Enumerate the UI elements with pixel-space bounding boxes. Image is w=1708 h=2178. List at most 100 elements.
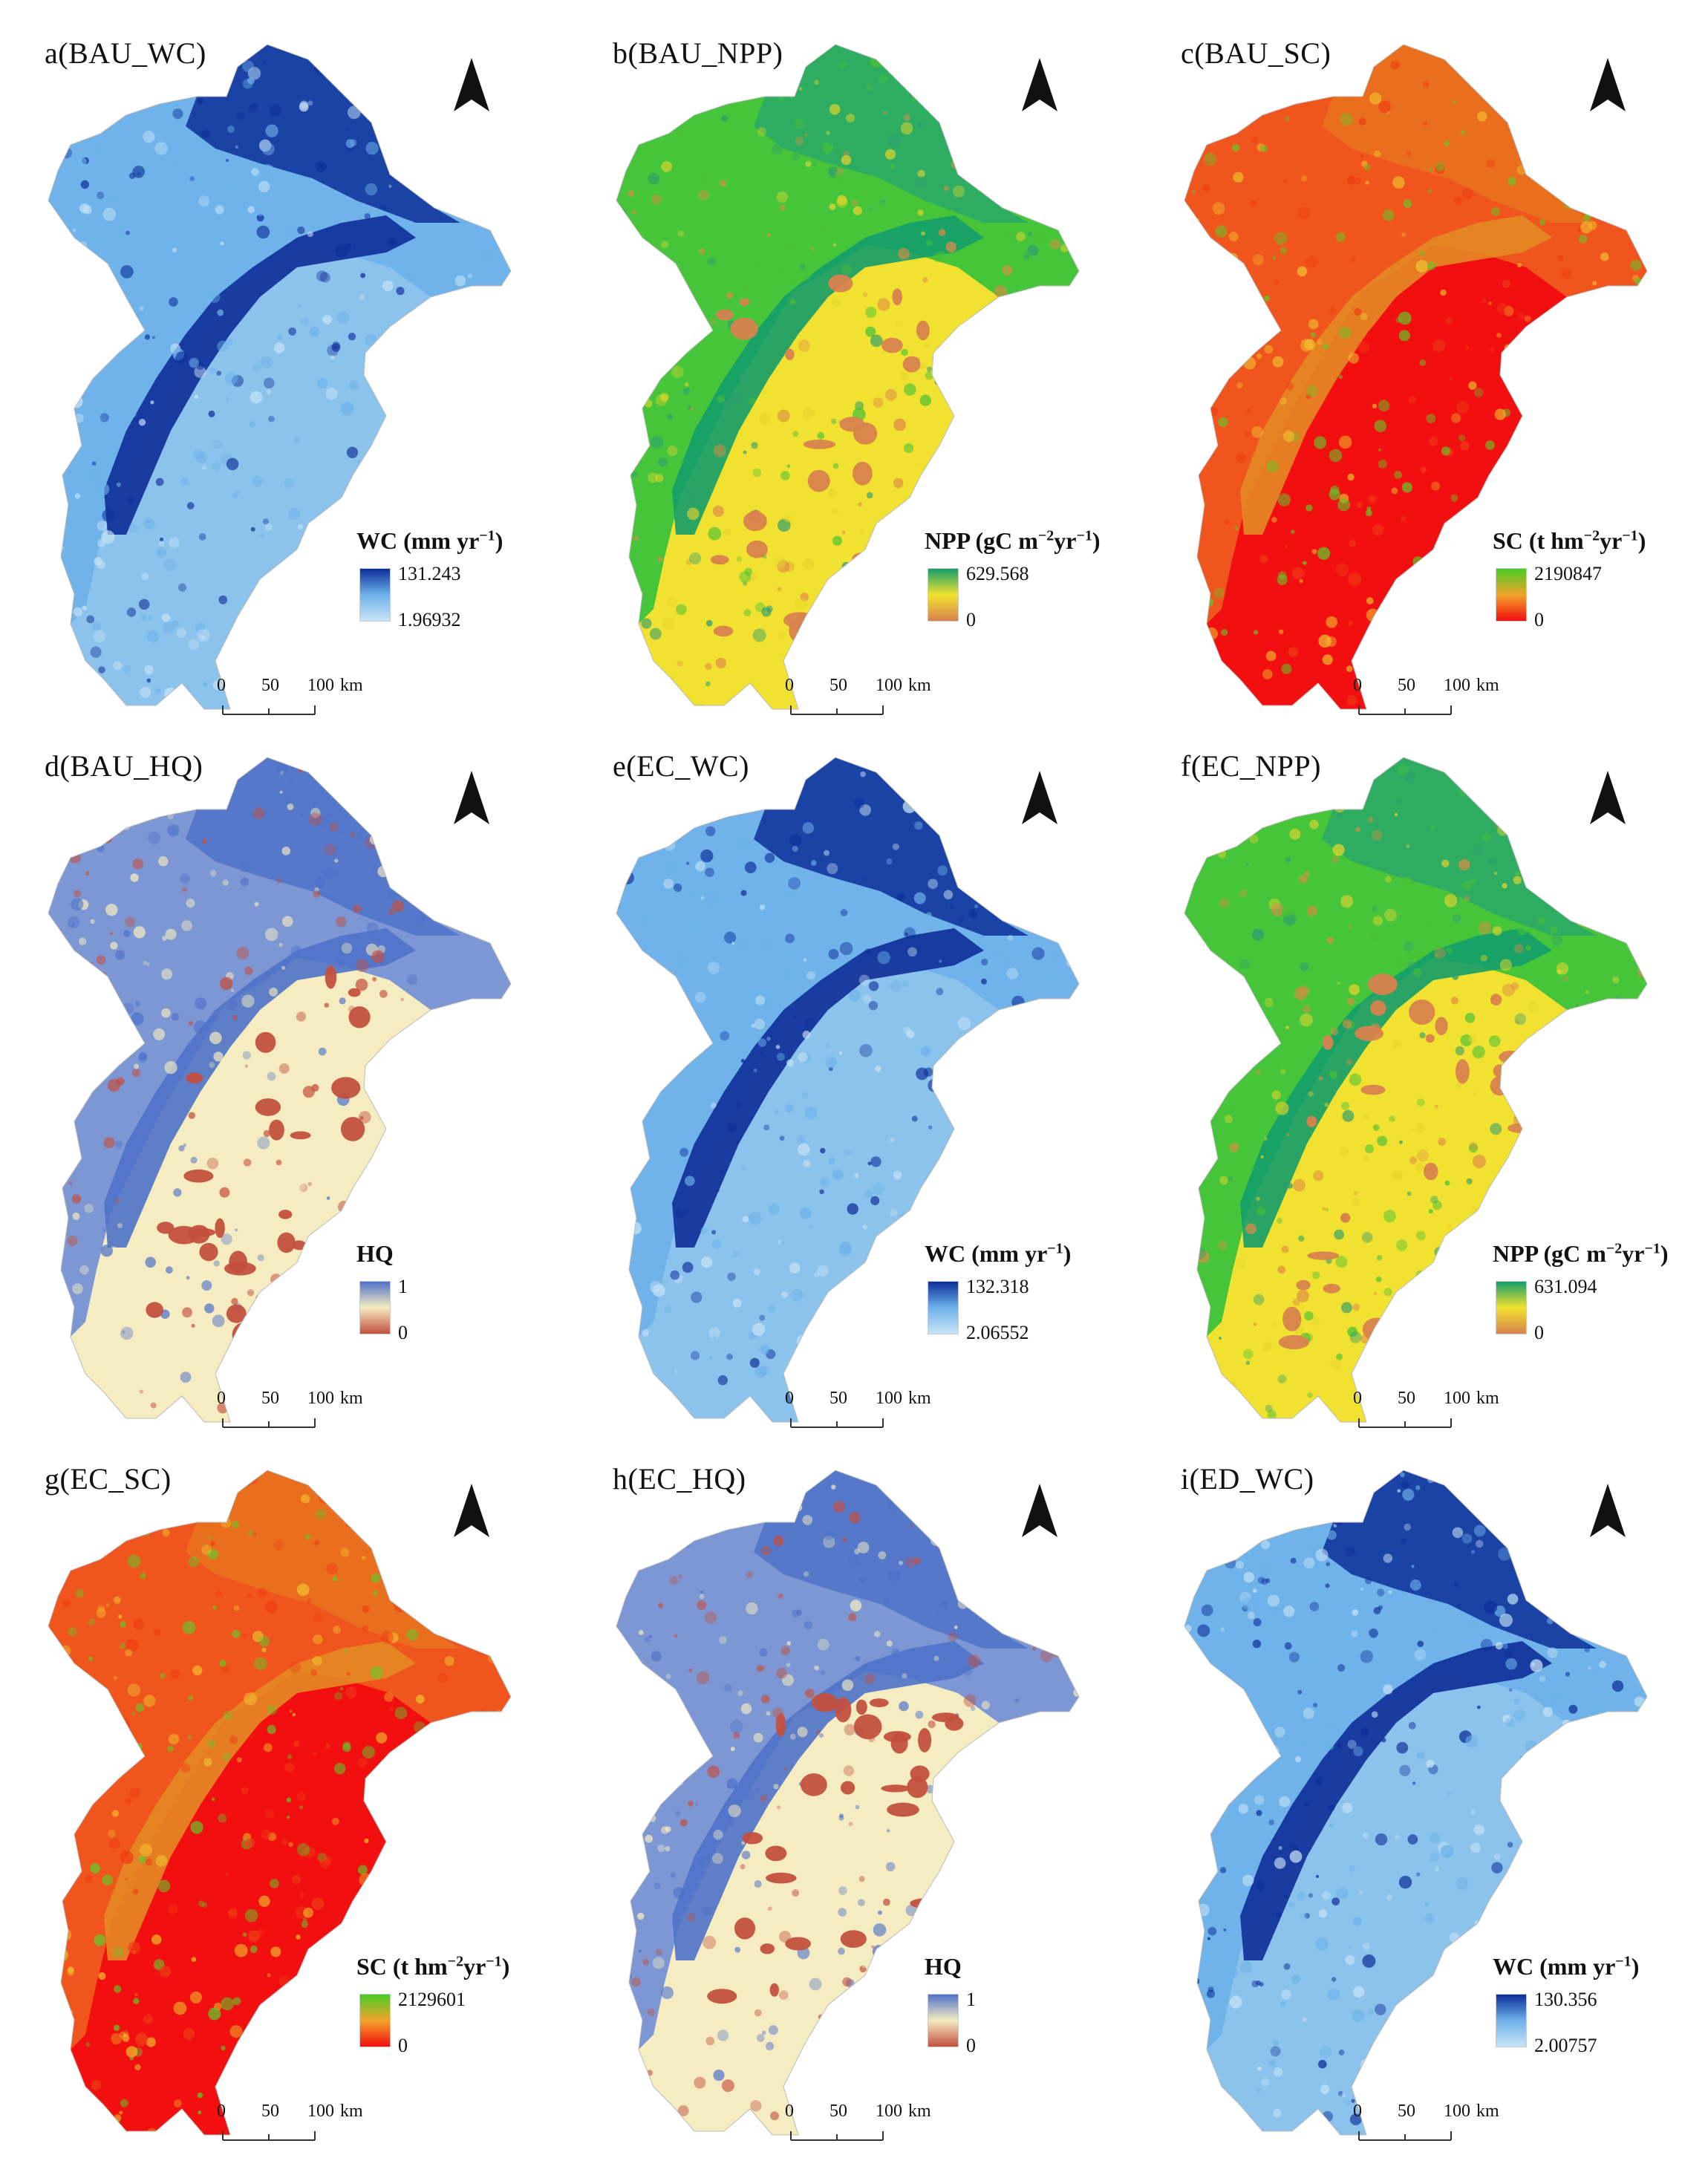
- scale-label-50: 50: [829, 1389, 847, 1408]
- panel-title: h(EC_HQ): [613, 1462, 746, 1496]
- scale-label-50: 50: [1398, 1389, 1415, 1408]
- legend-color-ramp: [359, 568, 391, 622]
- scale-unit: km: [340, 2102, 363, 2121]
- north-arrow-icon: [1590, 58, 1626, 111]
- legend-min-value: 0: [398, 1322, 408, 1343]
- north-arrow-icon: [1022, 58, 1057, 111]
- scale-unit: km: [908, 2102, 931, 2121]
- scale-label-0: 0: [1353, 676, 1362, 695]
- legend-min-value: 0: [966, 2035, 976, 2056]
- map-legend: NPP (gC m−2yr−1) 631.094 0: [1493, 1240, 1708, 1381]
- legend-color-ramp: [928, 568, 959, 622]
- scale-label-50: 50: [261, 676, 279, 695]
- legend-color-ramp: [359, 1994, 391, 2047]
- legend-min-value: 0: [398, 2035, 408, 2056]
- legend-title: WC (mm yr−1): [1493, 1953, 1640, 1980]
- region-map: [1184, 1470, 1648, 2136]
- legend-title: SC (t hm−2yr−1): [1493, 527, 1646, 554]
- map-legend: WC (mm yr−1) 130.356 2.00757: [1493, 1953, 1708, 2094]
- scale-bar: 0 50 100 km: [217, 1389, 414, 1433]
- legend-min-value: 2.06552: [966, 1322, 1029, 1343]
- north-arrow: [1585, 33, 1630, 114]
- north-arrow: [449, 33, 494, 114]
- scale-bar-line: [1358, 705, 1452, 715]
- scale-unit: km: [340, 1389, 363, 1408]
- legend-min-value: 0: [1534, 1322, 1544, 1343]
- scale-label-100: 100: [1444, 2102, 1470, 2121]
- map-legend: NPP (gC m−2yr−1) 629.568 0: [925, 527, 1147, 668]
- map-panel-hec_hq: h(EC_HQ) HQ 1 0 0 50 100 km: [583, 1441, 1147, 2146]
- scale-bar-line: [222, 705, 316, 715]
- scale-label-50: 50: [1398, 2102, 1415, 2121]
- legend-max-value: 1: [966, 1989, 976, 2010]
- scale-label-100: 100: [876, 2102, 902, 2121]
- scale-bar: 0 50 100 km: [785, 2102, 982, 2146]
- scale-label-50: 50: [1398, 676, 1415, 695]
- region-map: [48, 1470, 512, 2136]
- map-legend: SC (t hm−2yr−1) 2129601 0: [356, 1953, 579, 2094]
- panel-title: f(EC_NPP): [1181, 749, 1321, 783]
- scale-label-0: 0: [217, 2102, 226, 2121]
- scale-label-100: 100: [876, 676, 902, 695]
- legend-min-value: 0: [966, 609, 976, 630]
- region-map: [616, 44, 1080, 710]
- legend-title: NPP (gC m−2yr−1): [925, 527, 1101, 554]
- legend-max-value: 1: [398, 1276, 408, 1297]
- north-arrow: [1017, 33, 1062, 114]
- legend-max-value: 2129601: [398, 1989, 466, 2010]
- north-arrow-icon: [1590, 771, 1626, 824]
- region-map: [1184, 757, 1648, 1423]
- legend-title: HQ: [356, 1240, 394, 1267]
- north-arrow-icon: [454, 1484, 489, 1537]
- map-legend: WC (mm yr−1) 131.243 1.96932: [356, 527, 579, 668]
- scale-label-0: 0: [1353, 2102, 1362, 2121]
- scale-unit: km: [908, 1389, 931, 1408]
- map-panel-gec_sc: g(EC_SC) SC (t hm−2yr−1) 2129601 0 0 50 …: [15, 1441, 579, 2146]
- map-legend: WC (mm yr−1) 132.318 2.06552: [925, 1240, 1147, 1381]
- north-arrow: [449, 746, 494, 827]
- north-arrow: [1017, 1458, 1062, 1540]
- scale-bar-line: [790, 705, 884, 715]
- scale-bar: 0 50 100 km: [1353, 1389, 1551, 1433]
- scale-unit: km: [340, 676, 363, 695]
- legend-max-value: 2190847: [1534, 563, 1602, 584]
- legend-color-ramp: [1496, 1994, 1527, 2047]
- legend-color-ramp: [928, 1994, 959, 2047]
- map-panel-dbau_hq: d(BAU_HQ) HQ 1 0 0 50 100 km: [15, 728, 579, 1433]
- panel-title: i(ED_WC): [1181, 1462, 1314, 1496]
- scale-bar-line: [790, 1418, 884, 1428]
- legend-title: WC (mm yr−1): [925, 1240, 1072, 1267]
- north-arrow-icon: [1022, 771, 1057, 824]
- scale-label-100: 100: [876, 1389, 902, 1408]
- north-arrow: [1585, 746, 1630, 827]
- legend-title: SC (t hm−2yr−1): [356, 1953, 510, 1980]
- scale-bar-line: [1358, 1418, 1452, 1428]
- scale-bar: 0 50 100 km: [217, 2102, 414, 2146]
- scale-bar: 0 50 100 km: [217, 676, 414, 720]
- map-panel-bbau_npp: b(BAU_NPP) NPP (gC m−2yr−1) 629.568 0 0 …: [583, 15, 1147, 720]
- region-map: [48, 44, 512, 710]
- scale-bar: 0 50 100 km: [785, 1389, 982, 1433]
- map-legend: HQ 1 0: [356, 1240, 579, 1381]
- north-arrow-icon: [454, 58, 489, 111]
- legend-color-ramp: [359, 1281, 391, 1334]
- scale-label-50: 50: [829, 2102, 847, 2121]
- map-legend: SC (t hm−2yr−1) 2190847 0: [1493, 527, 1708, 668]
- scale-label-100: 100: [307, 676, 334, 695]
- panel-title: d(BAU_HQ): [45, 749, 203, 783]
- north-arrow: [1585, 1458, 1630, 1540]
- scale-bar: 0 50 100 km: [1353, 2102, 1551, 2146]
- map-legend: HQ 1 0: [925, 1953, 1147, 2094]
- scale-label-0: 0: [217, 1389, 226, 1408]
- panel-title: a(BAU_WC): [45, 36, 206, 70]
- legend-max-value: 629.568: [966, 563, 1029, 584]
- north-arrow-icon: [454, 771, 489, 824]
- legend-max-value: 130.356: [1534, 1989, 1597, 2010]
- legend-max-value: 631.094: [1534, 1276, 1597, 1297]
- map-panel-cbau_sc: c(BAU_SC) SC (t hm−2yr−1) 2190847 0 0 50…: [1151, 15, 1708, 720]
- scale-label-50: 50: [261, 1389, 279, 1408]
- map-panel-fec_npp: f(EC_NPP) NPP (gC m−2yr−1) 631.094 0 0 5…: [1151, 728, 1708, 1433]
- legend-title: WC (mm yr−1): [356, 527, 503, 554]
- legend-title: NPP (gC m−2yr−1): [1493, 1240, 1669, 1267]
